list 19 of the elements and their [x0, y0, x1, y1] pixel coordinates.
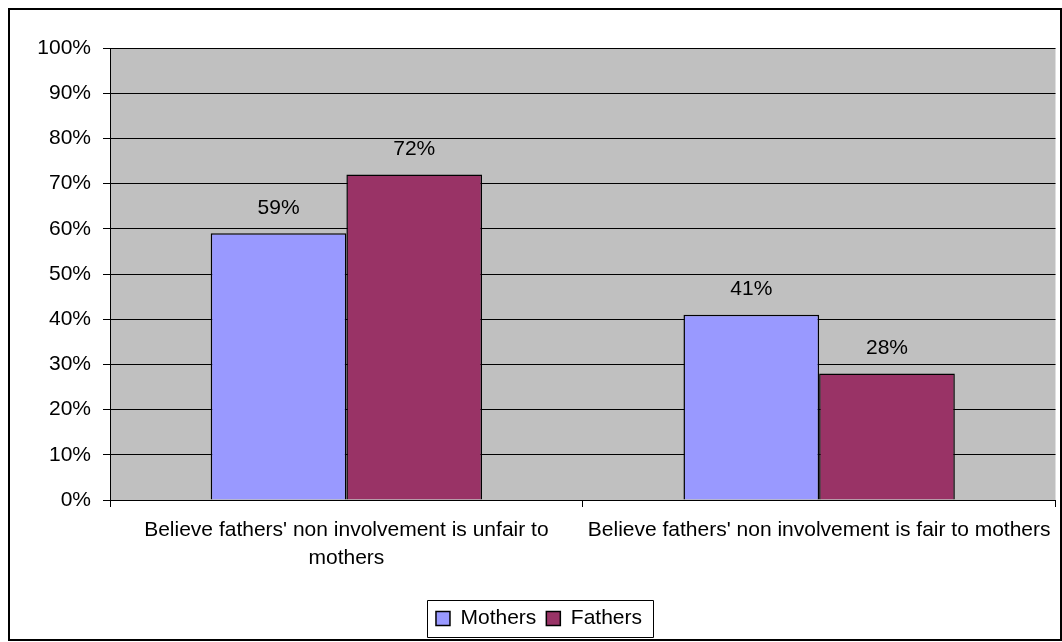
data-label: 28% [865, 335, 908, 359]
y-tick-label: 0% [60, 486, 91, 510]
y-tick-label: 30% [48, 351, 91, 375]
y-tick-label: 80% [48, 125, 91, 149]
y-tick-label: 100% [37, 34, 91, 58]
x-tick-label: Believe fathers' non involvement is unfair to mothers [144, 516, 549, 569]
y-tick-label: 50% [48, 260, 91, 284]
legend-label: Fathers [570, 605, 643, 629]
y-tick-label: 40% [48, 306, 91, 329]
legend-label: Mothers [460, 605, 537, 629]
y-tick-label: 20% [48, 396, 91, 420]
y-tick-label: 10% [48, 441, 91, 465]
y-tick-label: 60% [48, 215, 91, 239]
x-tick-label: Believe fathers' non involvement is fair to mothers [587, 516, 1051, 540]
data-label: 59% [257, 195, 300, 219]
y-tick-label: 70% [48, 170, 91, 194]
data-label: 72% [393, 136, 436, 160]
y-tick-label: 90% [48, 80, 91, 103]
data-label: 41% [730, 276, 773, 300]
